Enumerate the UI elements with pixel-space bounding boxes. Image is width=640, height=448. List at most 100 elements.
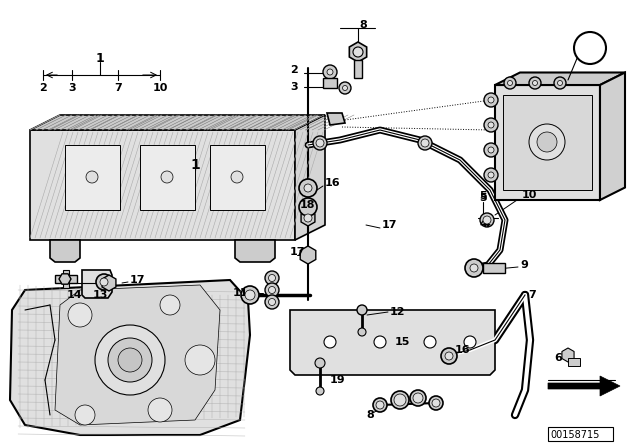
Circle shape [353,47,363,57]
Circle shape [488,172,494,178]
Circle shape [441,348,457,364]
Circle shape [265,283,279,297]
Text: 8: 8 [366,410,374,420]
Circle shape [339,82,351,94]
Circle shape [265,271,279,285]
Circle shape [484,168,498,182]
Circle shape [269,298,275,306]
Circle shape [316,139,324,147]
Text: 15: 15 [395,337,410,347]
Text: 16: 16 [455,345,470,355]
Circle shape [484,93,498,107]
Bar [548,427,613,441]
Polygon shape [562,348,574,362]
Circle shape [529,124,565,160]
Circle shape [96,274,112,290]
Polygon shape [10,280,250,435]
Circle shape [300,180,316,196]
Polygon shape [30,130,295,240]
Circle shape [532,81,538,86]
Circle shape [269,275,275,281]
Bar [568,358,580,366]
Text: 2: 2 [291,65,298,75]
Text: 17: 17 [130,275,145,285]
Circle shape [529,77,541,89]
Bar [140,145,195,210]
Circle shape [265,295,279,309]
Text: 10: 10 [152,83,168,93]
Bar [55,275,77,283]
Polygon shape [55,285,220,425]
Circle shape [95,325,165,395]
Bar [354,60,362,78]
Circle shape [323,65,337,79]
Circle shape [554,77,566,89]
Text: 13: 13 [92,290,108,300]
Circle shape [68,303,92,327]
Circle shape [313,136,327,150]
Circle shape [488,122,494,128]
Circle shape [465,259,483,277]
Circle shape [316,387,324,395]
Circle shape [75,405,95,425]
Circle shape [358,328,366,336]
Text: 5: 5 [479,193,487,203]
Text: 10: 10 [522,190,538,200]
Circle shape [231,171,243,183]
Polygon shape [600,73,625,200]
Circle shape [241,286,259,304]
Circle shape [484,118,498,132]
Circle shape [245,290,255,300]
Polygon shape [30,115,325,130]
Text: 6: 6 [585,41,595,55]
Bar [63,270,69,288]
Text: 17: 17 [382,220,397,230]
Circle shape [342,86,348,90]
Circle shape [445,352,453,360]
Circle shape [488,147,494,153]
Circle shape [394,394,406,406]
Polygon shape [50,240,80,262]
Circle shape [574,32,606,64]
Polygon shape [235,240,275,262]
Circle shape [432,399,440,407]
Circle shape [480,213,494,227]
Circle shape [504,77,516,89]
Text: 9: 9 [520,260,528,270]
Circle shape [299,198,317,216]
Circle shape [118,348,142,372]
Circle shape [391,391,409,409]
Circle shape [484,143,498,157]
Text: 7: 7 [528,290,536,300]
Text: 14: 14 [66,290,82,300]
Circle shape [185,345,215,375]
Text: 3: 3 [68,83,76,93]
Text: 17: 17 [289,247,305,257]
Circle shape [429,396,443,410]
Circle shape [483,216,491,224]
Polygon shape [59,274,71,284]
Polygon shape [349,42,367,62]
Bar [210,145,265,210]
Text: 1: 1 [190,158,200,172]
Text: 00158715: 00158715 [550,430,600,440]
Circle shape [327,69,333,75]
Text: 12: 12 [390,307,406,317]
Circle shape [508,81,513,86]
Circle shape [413,393,423,403]
Polygon shape [300,246,316,264]
Polygon shape [295,115,325,240]
Circle shape [148,398,172,422]
Circle shape [557,81,563,86]
Circle shape [418,136,432,150]
Bar [323,78,337,88]
Circle shape [161,171,173,183]
Circle shape [86,171,98,183]
Text: 8: 8 [359,20,367,30]
Text: 6: 6 [554,353,562,363]
Bar [65,145,120,210]
Polygon shape [102,275,116,291]
Circle shape [488,97,494,103]
Text: 16: 16 [325,178,340,188]
Text: 19: 19 [330,375,346,385]
